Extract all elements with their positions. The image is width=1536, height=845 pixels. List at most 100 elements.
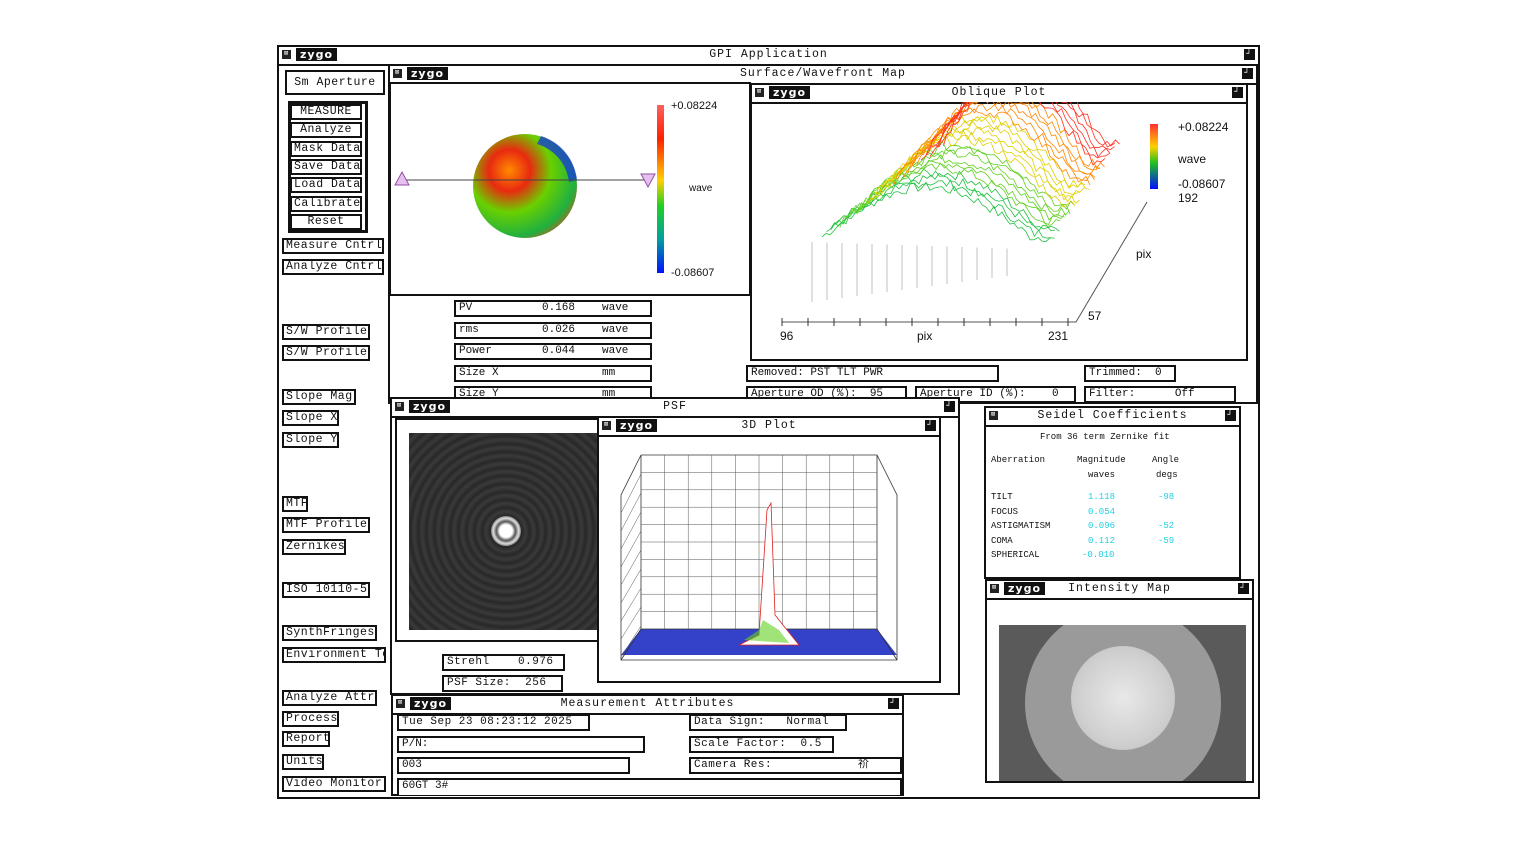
close-icon[interactable]: ⊠ [395,402,404,411]
sidebar-button-measure[interactable]: MEASURE [290,104,362,120]
sidebar-button-analyze[interactable]: Analyze [290,122,362,138]
resize-icon[interactable]: ┘ [1242,68,1253,79]
sidebar-button-save-data[interactable]: Save Data [290,159,362,175]
stat-label: Size X [459,366,499,379]
aberration-name: ASTIGMATISM [991,521,1051,531]
grid-line [620,625,642,658]
title-bar[interactable]: ⊠ zygo Measurement Attributes ┘ [393,696,902,715]
profile-start-marker-icon[interactable] [394,170,410,186]
psf-size-field: PSF Size: 256 [442,675,563,692]
profile-end-marker-icon[interactable] [640,173,656,189]
surface-trace [839,163,1061,228]
sm-aperture-button[interactable]: Sm Aperture [285,70,385,95]
close-icon[interactable]: ⊠ [282,50,291,59]
zygo-logo: zygo [616,419,658,432]
psf-image [409,433,603,630]
sidebar-button-load-data[interactable]: Load Data [290,177,362,193]
oblique-scale-max: +0.08224 [1178,120,1229,134]
grid-line [620,530,642,568]
surface-trace [916,102,1105,170]
aberration-name: SPHERICAL [991,550,1040,560]
sidebar-item-environment-te[interactable]: Environment Te [282,647,386,663]
close-icon[interactable]: ⊠ [989,411,998,420]
resize-icon[interactable]: ┘ [1232,87,1243,98]
sidebar-item-s-w-profile[interactable]: S/W Profile [282,345,370,361]
data-sign-field[interactable]: Data Sign: Normal [689,714,847,731]
resize-icon[interactable]: ┘ [888,698,899,709]
oblique-plot [781,102,1158,326]
filter-field[interactable]: Filter: Off [1084,386,1236,403]
grid-line [620,511,642,550]
scale-factor-field[interactable]: Scale Factor: 0.5 [689,736,834,753]
sidebar-item-zernikes[interactable]: Zernikes [282,539,346,555]
y-axis-max: 192 [1178,191,1199,205]
window-title: Intensity Map [1068,582,1171,595]
aberration-magnitude: 0.112 [1088,535,1116,546]
close-icon[interactable]: ⊠ [990,584,999,593]
close-icon[interactable]: ⊠ [393,69,402,78]
sidebar-button-mask-data[interactable]: Mask Data [290,141,362,157]
sidebar-item-mtf-profile[interactable]: MTF Profile [282,517,370,533]
sidebar-item-synthfringes[interactable]: SynthFringes [282,625,377,641]
sidebar-item-slope-mag[interactable]: Slope Mag [282,389,356,405]
scale-max: +0.08224 [671,100,718,112]
title-bar[interactable]: ⊠ zygo Oblique Plot ┘ [752,85,1246,104]
stat-pv: PV 0.168 wave [454,300,652,317]
title-bar[interactable]: ⊠ Seidel Coefficients ┘ [986,408,1239,427]
sidebar-item-measure-cntrl[interactable]: Measure Cntrl [282,238,384,254]
resize-icon[interactable]: ┘ [1244,49,1255,60]
sidebar-button-reset[interactable]: Reset [290,214,362,230]
close-icon[interactable]: ⊠ [602,421,611,430]
resize-icon[interactable]: ┘ [1225,410,1236,421]
zygo-logo: zygo [1004,582,1046,595]
sidebar-item-slope-x[interactable]: Slope X [282,410,339,426]
sidebar-item-units[interactable]: Units [282,754,324,770]
x-axis-label: pix [917,329,933,343]
sidebar-item-iso-10110-5[interactable]: ISO 10110-5 [282,582,370,598]
camera-res-field[interactable]: Camera Res: 祄 [689,757,902,774]
zygo-logo: zygo [407,67,449,80]
zygo-logo: zygo [410,697,452,710]
oblique-color-scale [1150,124,1158,189]
seidel-subtitle: From 36 term Zernike fit [1040,432,1170,442]
resize-icon[interactable]: ┘ [925,420,936,431]
sidebar-item-analyze-cntrl[interactable]: Analyze Cntrl [282,259,384,275]
surface-trace [902,102,1096,179]
oblique-plot-window: ⊠ zygo Oblique Plot ┘ +0.08224 wave -0.0… [750,83,1248,361]
sidebar-button-calibrate[interactable]: Calibrate [290,196,362,212]
sidebar-item-slope-y[interactable]: Slope Y [282,432,339,448]
title-bar[interactable]: ⊠ zygo 3D Plot ┘ [599,418,939,437]
stat-unit: wave [602,323,629,336]
close-icon[interactable]: ⊠ [755,88,764,97]
stat-power: Power 0.044 wave [454,343,652,360]
resize-icon[interactable]: ┘ [1238,583,1249,594]
zygo-logo: zygo [409,400,451,413]
sidebar-item-report[interactable]: Report [282,731,330,747]
surface-trace [920,102,1106,166]
part-number-field[interactable]: P/N: [397,736,645,753]
note-field[interactable]: 60GT 3# [397,778,902,795]
scale-min: -0.08607 [671,267,715,279]
oblique-scale-unit: wave [1178,152,1207,166]
measurement-attributes-window: ⊠ zygo Measurement Attributes ┘ Tue Sep … [391,694,904,796]
sidebar-item-analyze-attr[interactable]: Analyze Attr [282,690,377,706]
window-title: Measurement Attributes [560,697,735,710]
surface-map-panel[interactable]: +0.08224 wave -0.08607 [389,82,751,296]
close-icon[interactable]: ⊠ [396,699,405,708]
surface-trace [938,102,1116,148]
serial-field[interactable]: 003 [397,757,630,774]
psf-peak [738,501,800,646]
header-angle: Angle [1152,455,1180,465]
sidebar-item-process[interactable]: Process [282,711,339,727]
seidel-coefficients-window: ⊠ Seidel Coefficients ┘ From 36 term Zer… [984,406,1241,579]
stat-unit: mm [602,366,616,379]
aberration-magnitude: -0.010 [1082,550,1115,560]
stat-value: 0.044 [542,345,576,357]
sidebar-item-video-monitor[interactable]: Video Monitor [282,776,386,792]
sidebar-item-s-w-profile[interactable]: S/W Profile [282,324,370,340]
wavefront-circle [473,134,577,238]
resize-icon[interactable]: ┘ [944,401,955,412]
aberration-angle: -59 [1158,535,1175,546]
title-bar[interactable]: ⊠ zygo Intensity Map ┘ [987,581,1252,600]
sidebar-item-mtf[interactable]: MTF [282,496,308,512]
